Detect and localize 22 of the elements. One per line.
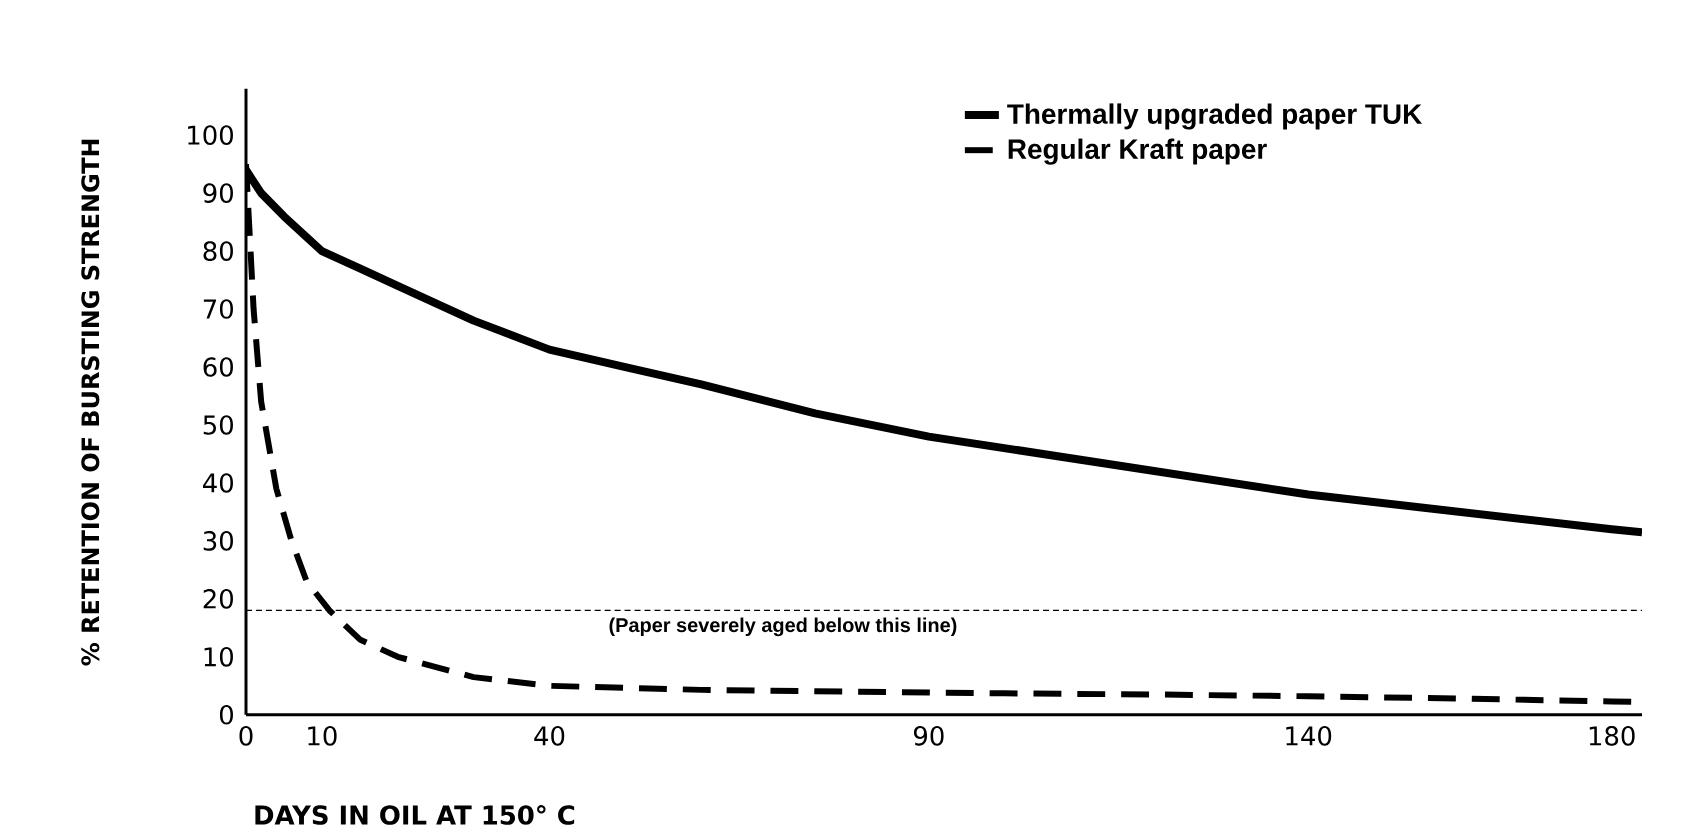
- y-tick-label: 20: [203, 589, 233, 609]
- y-tick-label: 80: [203, 241, 233, 261]
- ref-line-label: (Paper severely aged below this line): [609, 617, 957, 637]
- y-tick-label: 10: [204, 647, 233, 667]
- x-tick-label: 180: [1589, 726, 1635, 746]
- x-axis-title: DAYS IN OIL AT 150° C: [255, 805, 575, 825]
- y-tick-label: 60: [203, 357, 233, 377]
- x-tick-label: 10: [308, 726, 337, 746]
- y-tick-label: 50: [203, 415, 233, 435]
- y-tick-label: 90: [203, 183, 233, 203]
- legend-label: Regular Kraft paper: [1008, 138, 1267, 165]
- x-tick-label: 140: [1286, 726, 1332, 746]
- y-tick-label: 30: [203, 531, 233, 551]
- x-tick-label: 0: [239, 726, 253, 746]
- legend-label: Thermally upgraded paper TUK: [1007, 103, 1422, 130]
- y-tick-label: 40: [203, 473, 233, 493]
- y-tick-label: 100: [188, 125, 233, 145]
- x-tick-label: 90: [913, 726, 944, 746]
- y-axis-title: % RETENTION OF BURSTING STRENGTH: [81, 139, 100, 666]
- y-tick-label: 70: [203, 299, 233, 319]
- x-tick-label: 40: [534, 726, 565, 746]
- y-tick-label: 0: [219, 705, 233, 725]
